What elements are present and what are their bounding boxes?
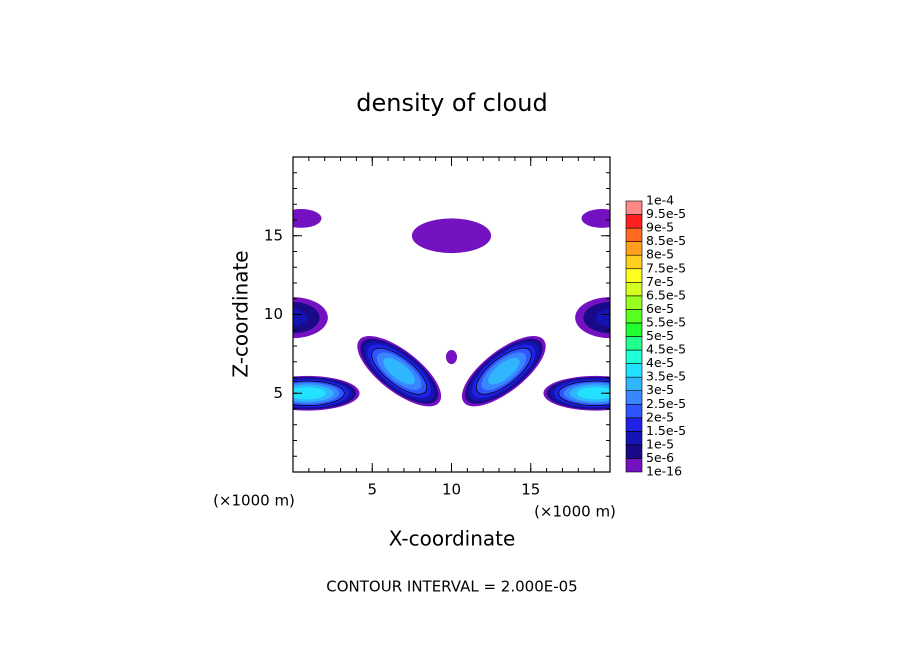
colorbar-swatch	[625, 214, 643, 229]
colorbar-label: 2e-5	[646, 409, 674, 424]
colorbar-swatch	[625, 241, 643, 256]
colorbar-swatch	[625, 254, 643, 270]
colorbar-swatch	[625, 281, 643, 297]
colorbar-label: 8e-5	[646, 247, 674, 262]
colorbar-swatch	[625, 309, 643, 324]
x-axis-label: X-coordinate	[389, 527, 516, 551]
contour-field	[293, 208, 610, 411]
colorbar-label: 6.5e-5	[646, 287, 686, 302]
colorbar-label: 3.5e-5	[646, 369, 686, 384]
y-tick-label: 5	[273, 384, 283, 402]
contour-band	[581, 208, 610, 228]
footnote: CONTOUR INTERVAL = 2.000E-05	[326, 578, 577, 596]
contour-band	[595, 309, 610, 327]
colorbar-label: 9.5e-5	[646, 206, 686, 221]
colorbar-label: 6e-5	[646, 301, 674, 316]
colorbar-label: 7e-5	[646, 274, 674, 289]
colorbar-swatch	[625, 431, 643, 446]
contour-band	[577, 387, 610, 400]
colorbar-label: 9e-5	[646, 220, 674, 235]
colorbar-swatch	[625, 403, 643, 419]
colorbar-swatch	[625, 227, 643, 242]
colorbar-label: 1e-5	[646, 436, 674, 451]
colorbar-label: 7.5e-5	[646, 260, 686, 275]
colorbar-swatch	[625, 322, 643, 337]
colorbar-label: 1.5e-5	[646, 423, 686, 438]
colorbar-label: 4.5e-5	[646, 342, 686, 357]
x-unit-label: (×1000 m)	[534, 503, 616, 521]
contour-band	[487, 357, 520, 385]
colorbar-label: 4e-5	[646, 355, 674, 370]
colorbar-swatch	[625, 390, 643, 405]
colorbar-swatch	[625, 268, 643, 283]
y-axis-label: Z-coordinate	[229, 250, 253, 377]
contour-band	[383, 357, 416, 385]
colorbar-swatch	[625, 200, 643, 215]
colorbar-swatch	[625, 295, 643, 310]
colorbar-label: 2.5e-5	[646, 396, 686, 411]
colorbar-swatch	[625, 458, 643, 473]
x-tick-label: 15	[521, 481, 540, 499]
colorbar-swatch	[625, 417, 643, 432]
colorbar-swatch	[625, 376, 643, 391]
colorbar-label: 1e-16	[646, 464, 682, 479]
colorbar-swatch	[625, 336, 643, 351]
colorbar-label: 5e-5	[646, 328, 674, 343]
contour-band	[293, 387, 326, 400]
colorbar-label: 8.5e-5	[646, 233, 686, 248]
colorbar-label: 1e-4	[646, 193, 674, 208]
colorbar-swatch	[625, 349, 643, 364]
x-tick-label: 5	[367, 481, 377, 499]
contour-band	[293, 309, 308, 327]
chart-title: density of cloud	[356, 89, 547, 117]
colorbar-label: 3e-5	[646, 382, 674, 397]
contour-band	[445, 349, 458, 365]
y-tick-label: 10	[264, 305, 283, 323]
x-tick-label: 10	[442, 481, 461, 499]
colorbar-swatch	[625, 363, 643, 378]
colorbar-swatch	[625, 444, 643, 459]
colorbar-label: 5.5e-5	[646, 314, 686, 329]
colorbar-label: 5e-6	[646, 450, 674, 465]
y-tick-label: 15	[264, 226, 283, 244]
contour-band	[411, 218, 492, 254]
x-unit-label: (×1000 m)	[213, 492, 295, 510]
contour-band	[293, 208, 322, 228]
